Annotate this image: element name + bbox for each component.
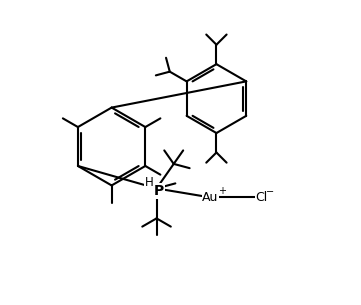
Text: Cl: Cl bbox=[255, 191, 268, 204]
Text: P: P bbox=[154, 184, 164, 198]
Text: Au: Au bbox=[202, 191, 219, 204]
Text: −: − bbox=[266, 187, 274, 197]
Text: +: + bbox=[218, 186, 226, 196]
Text: H: H bbox=[145, 176, 153, 189]
